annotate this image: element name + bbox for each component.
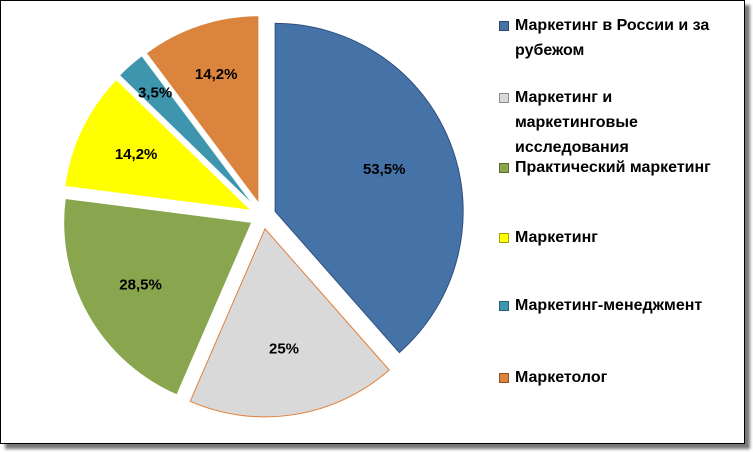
legend-swatch bbox=[499, 21, 509, 31]
legend-item: Маркетинг-менеджмент bbox=[499, 293, 737, 318]
pie-slice bbox=[189, 227, 390, 418]
data-label: 3,5% bbox=[138, 84, 172, 101]
legend-item: Практический маркетинг bbox=[499, 155, 737, 180]
legend-label: Маркетолог bbox=[515, 369, 608, 386]
chart-frame: 53,5% 25% 28,5% 14,2% 3,5% 14,2% Маркетинг в … bbox=[0, 0, 745, 444]
data-label: 14,2% bbox=[195, 66, 238, 83]
legend-label: Маркетинг и маркетинговые исследования bbox=[515, 89, 638, 156]
pie-slice bbox=[145, 15, 260, 206]
legend-label: Маркетинг bbox=[515, 229, 598, 246]
legend-item: Маркетинг и маркетинговые исследования bbox=[499, 85, 737, 160]
data-label: 25% bbox=[269, 341, 299, 358]
legend-label: Маркетинг в России и за рубежом bbox=[515, 17, 710, 59]
data-label: 14,2% bbox=[115, 146, 158, 163]
legend-label: Маркетинг-менеджмент bbox=[515, 297, 703, 314]
data-label: 53,5% bbox=[363, 161, 406, 178]
data-label: 28,5% bbox=[119, 277, 162, 294]
pie-slice bbox=[63, 197, 253, 396]
legend-swatch bbox=[499, 93, 509, 103]
legend-swatch bbox=[499, 373, 509, 383]
legend-swatch bbox=[499, 301, 509, 311]
pie-chart: 53,5% 25% 28,5% 14,2% 3,5% 14,2% bbox=[63, 15, 464, 418]
pie-slice bbox=[118, 55, 255, 207]
legend-swatch bbox=[499, 233, 509, 243]
legend-item: Маркетинг bbox=[499, 225, 737, 250]
legend-item: Маркетинг в России и за рубежом bbox=[499, 13, 737, 63]
legend-item: Маркетолог bbox=[499, 365, 737, 390]
pie-slice bbox=[64, 78, 253, 212]
legend-label: Практический маркетинг bbox=[515, 159, 711, 176]
pie-slice bbox=[274, 22, 464, 354]
legend-swatch bbox=[499, 163, 509, 173]
